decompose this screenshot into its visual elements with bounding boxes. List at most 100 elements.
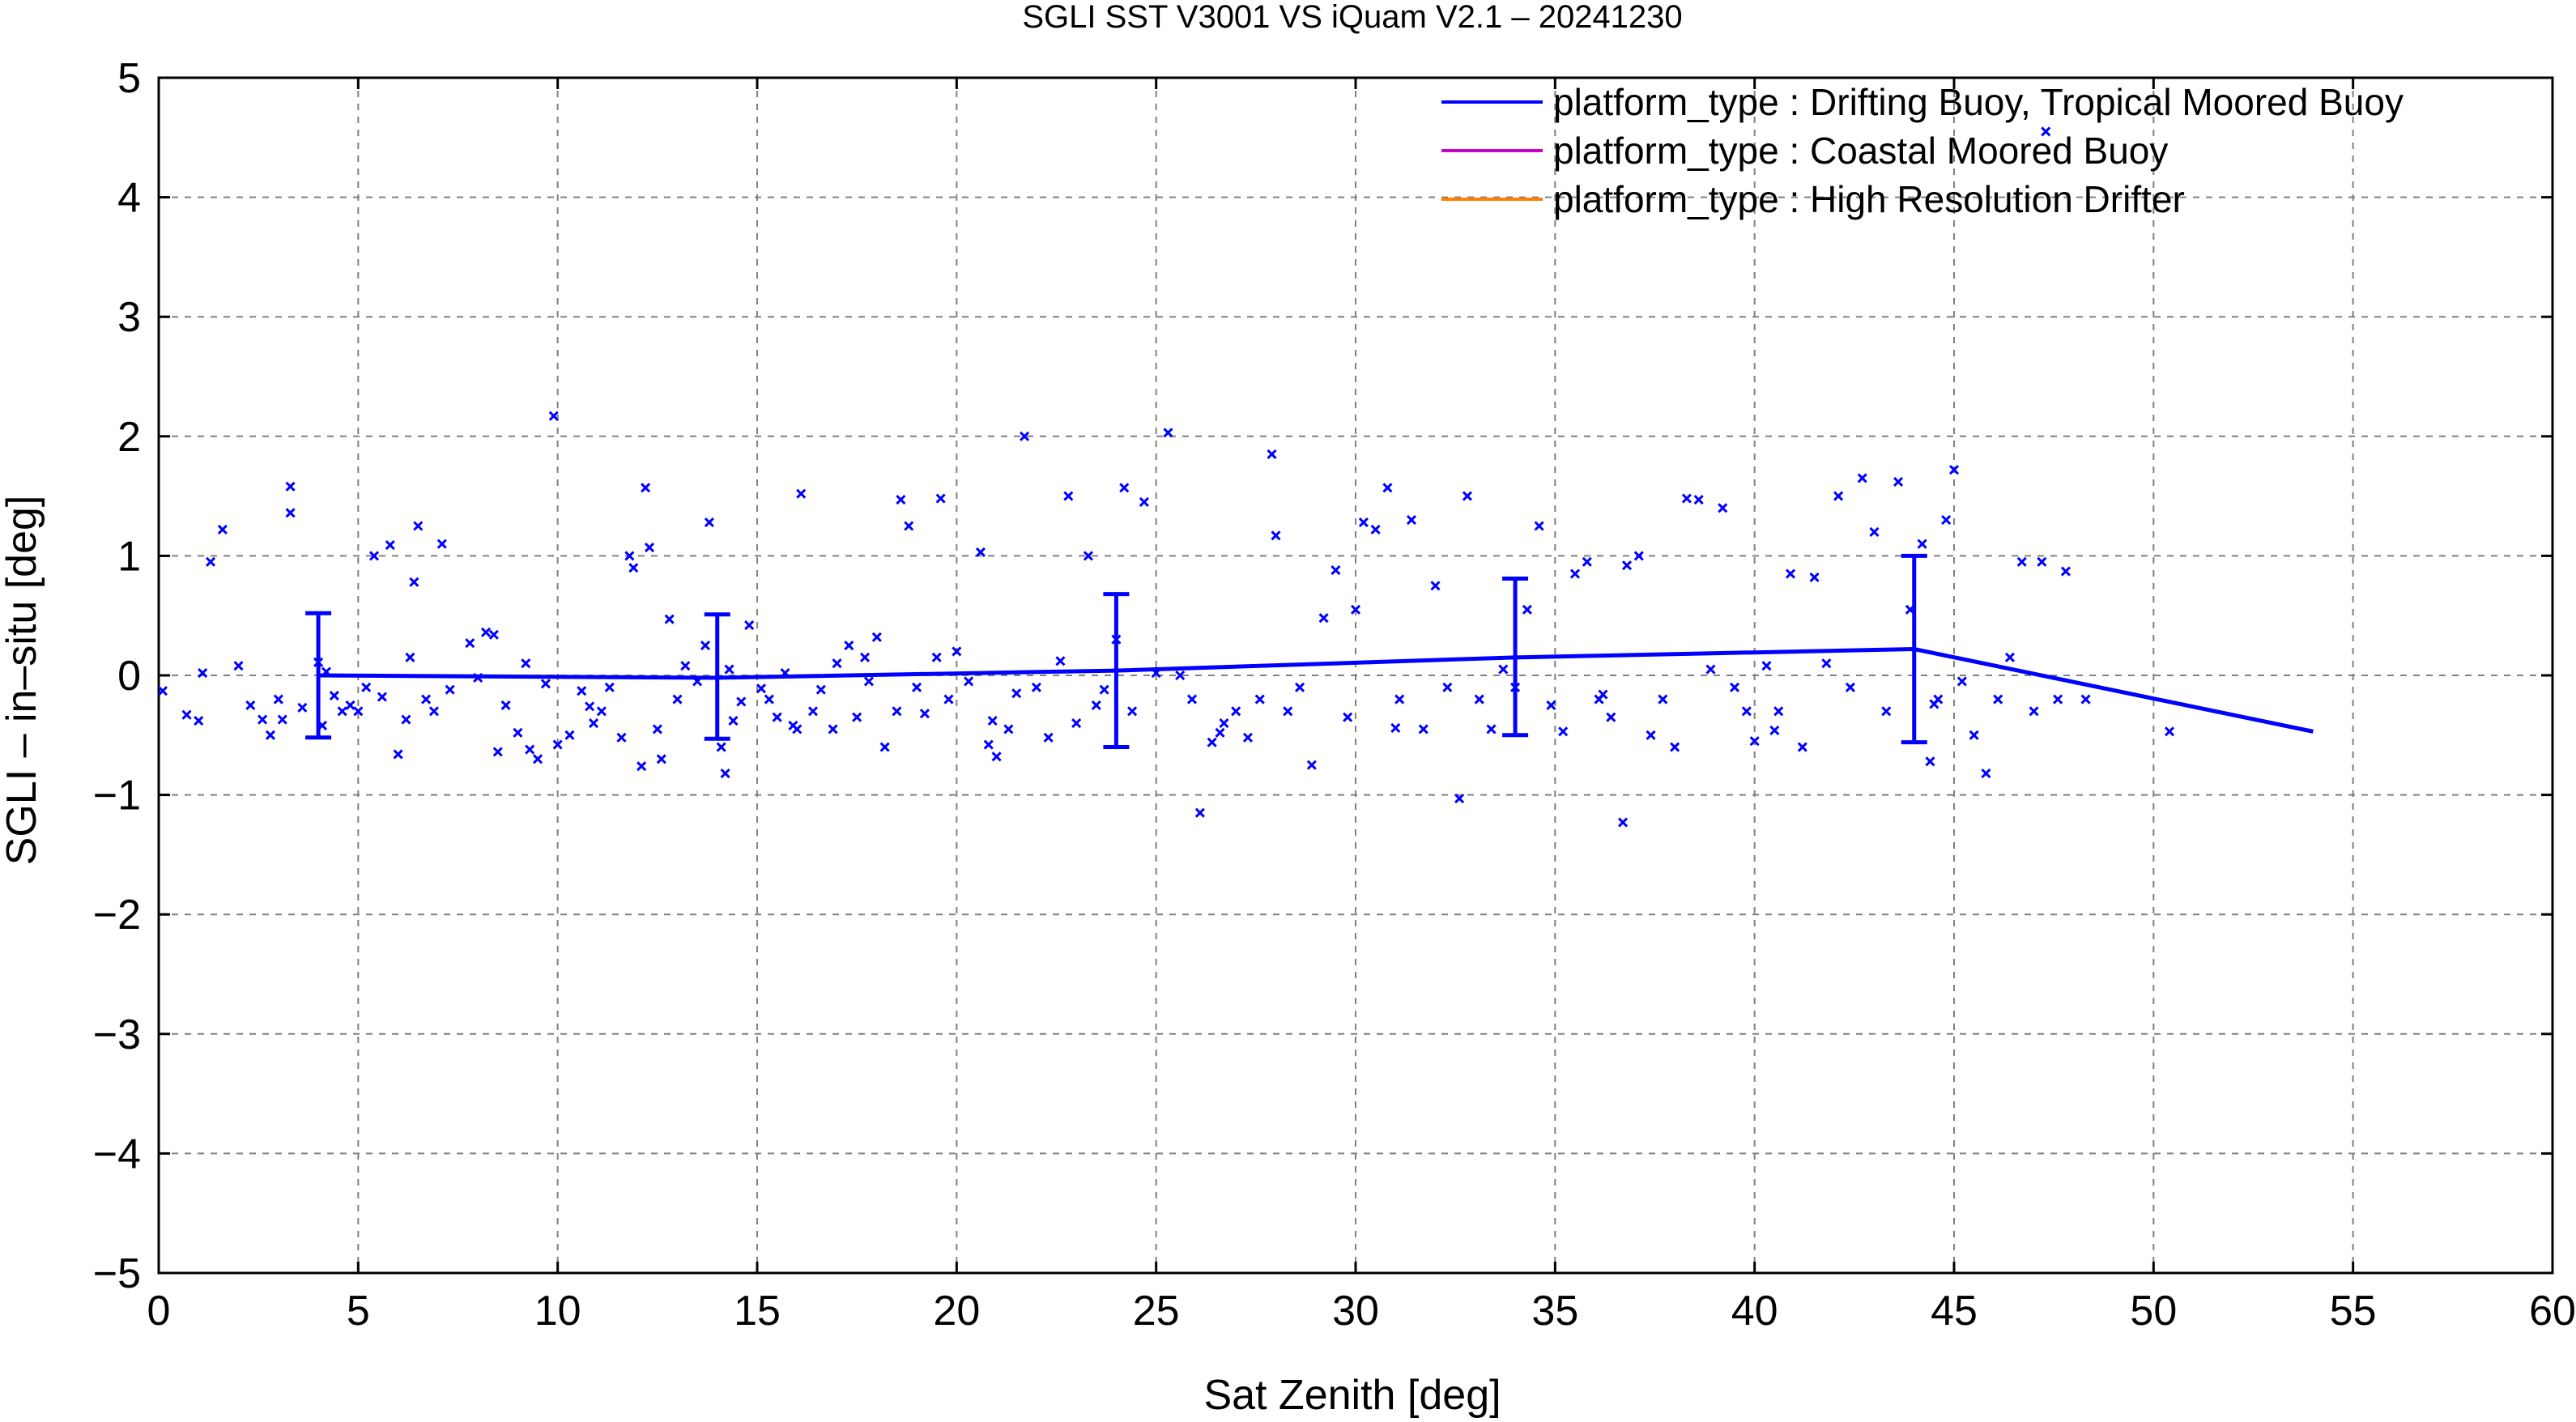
data-point-stroke [1194,807,1205,818]
data-point [832,658,842,669]
data-point-stroke [1845,682,1855,692]
x-tick-label: 5 [347,1288,370,1335]
data-point [892,706,902,717]
data-point-stroke [217,524,228,534]
data-point [1271,530,1281,541]
y-tick-label: 2 [117,414,141,461]
data-point [1821,658,1832,669]
data-point [513,727,523,738]
data-point-stroke [736,696,747,707]
data-point-stroke [1163,428,1173,438]
data-point-stroke [1254,694,1265,705]
data-point-stroke [1948,465,1960,475]
data-point-stroke [1681,493,1692,504]
data-point [1749,736,1760,747]
data-point [445,684,455,695]
x-tick-label: 20 [933,1288,980,1335]
data-point [1948,465,1960,475]
data-point-stroke [1219,717,1229,729]
data-point [1343,712,1353,722]
data-point-stroke [1418,724,1429,734]
data-point-stroke [377,692,387,702]
data-point [465,638,475,649]
data-point-stroke [604,682,615,692]
data-point-stroke [1242,732,1254,743]
data-point [724,664,734,675]
data-point-stroke [1633,551,1644,561]
data-point-stroke [513,727,523,738]
data-point [616,732,627,743]
data-point [1981,768,1991,779]
data-point-stroke [2004,652,2016,662]
data-point-stroke [652,724,662,734]
data-point [1534,521,1544,531]
data-point [1043,732,1054,743]
data-point-stroke [1318,613,1329,624]
data-point [421,694,432,705]
x-tick-label: 30 [1332,1288,1379,1335]
data-point-stroke [2164,726,2175,737]
data-point-stroke [624,551,635,561]
data-point [428,706,440,717]
y-tick-label: 1 [117,533,141,580]
x-tick-label: 40 [1731,1288,1778,1335]
data-point [1769,725,1780,735]
data-point [704,517,714,528]
data-point-stroke [1749,736,1760,747]
data-point-stroke [935,493,946,504]
data-point [265,730,276,740]
data-point-stroke [1063,491,1074,501]
data-point-stroke [1769,725,1780,735]
data-point-stroke [1670,742,1680,752]
data-point-stroke [931,652,942,662]
x-tick-label: 55 [2330,1288,2377,1335]
data-point [744,619,755,631]
data-point [401,714,411,725]
data-point-stroke [1043,732,1054,743]
data-point [1462,491,1473,501]
data-point [664,614,675,624]
data-point [1294,682,1305,692]
x-tick-label: 0 [147,1288,171,1335]
data-point [1993,694,2003,705]
data-point-stroke [361,682,372,692]
data-point-stroke [329,691,339,701]
data-point-stroke [465,638,475,649]
data-point [1681,493,1692,504]
data-point [624,551,635,561]
data-point [532,754,543,764]
y-tick-label: 3 [117,294,141,341]
data-point [756,683,766,694]
data-point-stroke [1925,756,1935,767]
data-point-stroke [828,724,838,734]
data-point [1175,670,1186,681]
data-point [736,696,747,707]
data-point [1382,483,1393,493]
data-point [1857,473,1867,483]
data-point-stroke [1797,742,1807,752]
data-point-stroke [1186,694,1198,705]
data-point-stroke [205,556,216,567]
data-point [796,488,807,499]
data-point [1546,700,1556,710]
data-point [952,646,962,657]
data-point [772,712,782,722]
data-point [640,483,651,493]
data-point-stroke [788,720,798,731]
data-point [277,714,287,725]
data-point-stroke [194,716,204,726]
y-tick-label: 0 [117,653,141,700]
data-point-stroke [585,701,595,712]
data-point-stroke [1099,684,1109,695]
data-point [405,652,415,662]
data-point-stroke [744,619,755,631]
data-point-stroke [1773,706,1784,717]
data-point-stroke [1929,699,1939,709]
data-point-stroke [1881,706,1892,717]
data-point [844,641,854,651]
data-point [1474,694,1484,705]
data-point [525,744,535,755]
x-tick-label: 10 [534,1288,581,1335]
data-point [205,556,216,567]
data-point [1099,684,1109,695]
